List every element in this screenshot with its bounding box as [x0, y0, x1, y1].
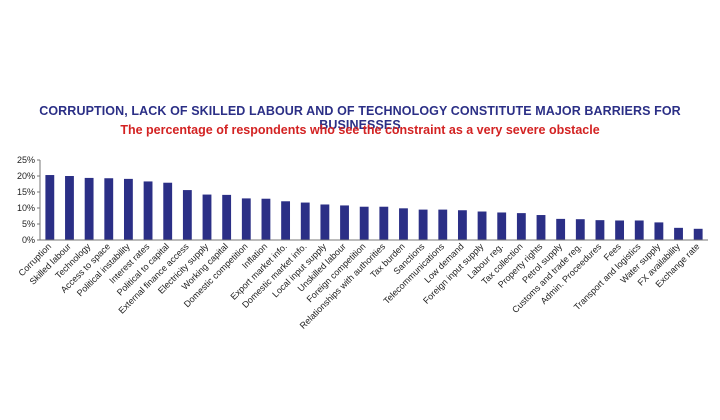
bar [693, 228, 703, 240]
y-tick-label: 0% [22, 235, 35, 245]
bar [477, 211, 487, 240]
bar [123, 178, 133, 240]
bar [300, 202, 310, 240]
chart-subtitle: The percentage of respondents who see th… [120, 123, 600, 137]
y-tick-label: 15% [17, 187, 35, 197]
bar [84, 177, 94, 240]
bar [261, 198, 271, 240]
bar [575, 219, 585, 240]
bar [359, 206, 369, 240]
bar [418, 209, 428, 240]
bar [163, 182, 173, 240]
bar [65, 176, 74, 240]
y-axis-ticks: 0% 5% 10% 15% 20% 25% [17, 155, 40, 245]
bar [104, 178, 114, 240]
bar [45, 175, 55, 240]
bar [281, 201, 291, 240]
bar [399, 208, 408, 240]
y-tick-label: 25% [17, 155, 35, 165]
chart-title: CORRUPTION, LACK OF SKILLED LABOUR AND O… [39, 104, 681, 132]
bar [143, 181, 153, 240]
y-tick-label: 5% [22, 219, 35, 229]
bar [516, 213, 526, 240]
bar [379, 206, 389, 240]
bar [654, 222, 664, 240]
bar [556, 218, 566, 240]
bar [241, 198, 251, 240]
bar [202, 194, 212, 240]
bar [340, 205, 349, 240]
bar [497, 212, 507, 240]
bar [320, 204, 330, 240]
bar [536, 215, 546, 240]
bar [222, 194, 232, 240]
bar [182, 190, 192, 240]
bar [615, 220, 625, 240]
y-tick-label: 20% [17, 171, 35, 181]
bar [595, 220, 605, 240]
bars [45, 175, 703, 240]
bar [674, 227, 683, 240]
bar [634, 220, 644, 240]
bar [438, 209, 448, 240]
y-tick-label: 10% [17, 203, 35, 213]
bar [457, 210, 467, 240]
